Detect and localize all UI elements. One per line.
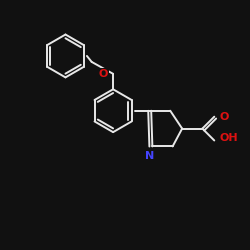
Text: O: O — [99, 69, 108, 79]
Text: OH: OH — [219, 133, 238, 143]
Text: N: N — [146, 151, 155, 161]
Text: O: O — [219, 112, 228, 122]
